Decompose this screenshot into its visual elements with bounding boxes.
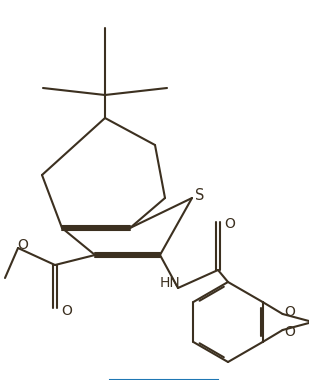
- Text: S: S: [195, 187, 205, 203]
- Text: HN: HN: [160, 276, 180, 290]
- Text: O: O: [18, 238, 28, 252]
- Text: O: O: [284, 325, 295, 339]
- Text: O: O: [284, 305, 295, 319]
- Text: O: O: [61, 304, 72, 318]
- Text: O: O: [225, 217, 235, 231]
